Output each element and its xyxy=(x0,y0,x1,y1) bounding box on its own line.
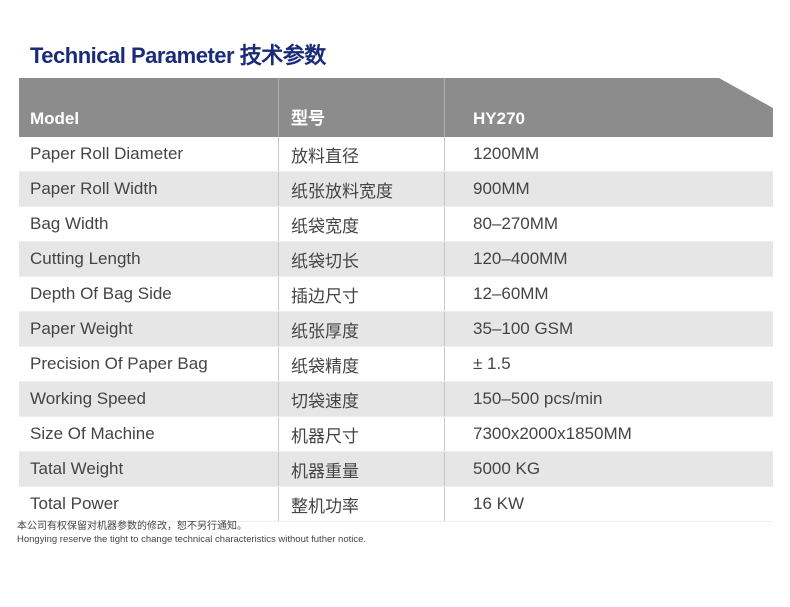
table-row: Tatal Weight 机器重量 5000 KG xyxy=(19,452,773,487)
table-row: Paper Weight 纸张厚度 35–100 GSM xyxy=(19,312,773,347)
param-value: ± 1.5 xyxy=(444,347,773,381)
param-value: 16 KW xyxy=(444,487,773,521)
param-name: Size Of Machine xyxy=(30,424,155,443)
parameter-table: Model 型号 HY270 Paper Roll Diameter 放料直径 12… xyxy=(19,78,773,522)
param-value: 150–500 pcs/min xyxy=(444,382,773,416)
param-value: 1200MM xyxy=(444,137,773,171)
table-row: Depth Of Bag Side 插边尺寸 12–60MM xyxy=(19,277,773,312)
param-name: Paper Roll Width xyxy=(30,179,158,198)
param-name-cn: 纸张厚度 xyxy=(278,312,444,346)
table-row: Cutting Length 纸袋切长 120–400MM xyxy=(19,242,773,277)
param-value: 5000 KG xyxy=(444,452,773,486)
param-name: Bag Width xyxy=(30,214,109,233)
table-row: Total Power 整机功率 16 KW xyxy=(19,487,773,522)
table-row: Precision Of Paper Bag 纸袋精度 ± 1.5 xyxy=(19,347,773,382)
header-model-cn: 型号 xyxy=(278,78,444,137)
param-value: 80–270MM xyxy=(444,207,773,241)
note-en: Hongying reserve the tight to change tec… xyxy=(17,534,367,545)
param-name-cn: 整机功率 xyxy=(278,487,444,521)
param-name: Paper Roll Diameter xyxy=(30,144,184,163)
table-row: Bag Width 纸袋宽度 80–270MM xyxy=(19,207,773,242)
param-name-cn: 纸袋精度 xyxy=(278,347,444,381)
param-name: Working Speed xyxy=(30,389,146,408)
param-name: Cutting Length xyxy=(30,249,141,268)
table-row: Working Speed 切袋速度 150–500 pcs/min xyxy=(19,382,773,417)
param-name: Paper Weight xyxy=(30,319,133,338)
param-name: Total Power xyxy=(30,494,119,513)
param-value: 12–60MM xyxy=(444,277,773,311)
param-value: 120–400MM xyxy=(444,242,773,276)
header-model: Model xyxy=(30,109,80,128)
header-model-value: HY270 xyxy=(444,78,773,137)
table-row: Paper Roll Diameter 放料直径 1200MM xyxy=(19,137,773,172)
param-name: Depth Of Bag Side xyxy=(30,284,172,303)
param-name-cn: 机器尺寸 xyxy=(278,417,444,451)
table-header: Model 型号 HY270 xyxy=(19,78,773,137)
param-value: 35–100 GSM xyxy=(444,312,773,346)
param-name-cn: 插边尺寸 xyxy=(278,277,444,311)
param-value: 900MM xyxy=(444,172,773,206)
param-value: 7300x2000x1850MM xyxy=(444,417,773,451)
param-name-cn: 纸袋宽度 xyxy=(278,207,444,241)
param-name-cn: 放料直径 xyxy=(278,137,444,171)
table-row: Size Of Machine 机器尺寸 7300x2000x1850MM xyxy=(19,417,773,452)
param-name-cn: 切袋速度 xyxy=(278,382,444,416)
note-cn: 本公司有权保留对机器参数的修改，恕不另行通知。 xyxy=(17,521,247,532)
page-title: Technical Parameter 技术参数 xyxy=(30,43,326,68)
param-name-cn: 纸袋切长 xyxy=(278,242,444,276)
param-name: Tatal Weight xyxy=(30,459,124,478)
param-name: Precision Of Paper Bag xyxy=(30,354,208,373)
param-name-cn: 纸张放料宽度 xyxy=(278,172,444,206)
param-name-cn: 机器重量 xyxy=(278,452,444,486)
table-row: Paper Roll Width 纸张放料宽度 900MM xyxy=(19,172,773,207)
